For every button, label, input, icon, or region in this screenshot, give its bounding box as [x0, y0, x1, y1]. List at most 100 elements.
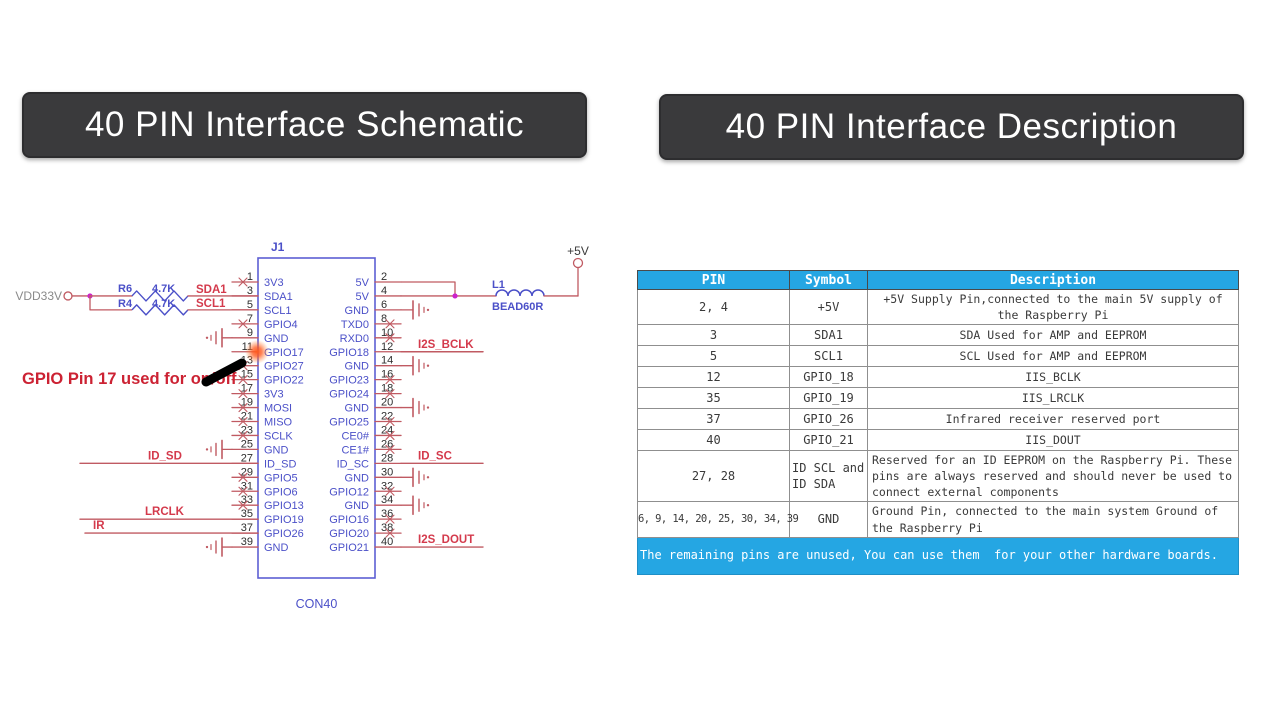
pin-number: 22: [381, 411, 393, 423]
pin-number: 38: [381, 522, 393, 534]
no-connect-icon: [385, 444, 395, 454]
cell-description: IIS_LRCLK: [867, 387, 1239, 410]
table-row: 6, 9, 14, 20, 25, 30, 34, 39 GND Ground Pi…: [637, 501, 1239, 538]
cell-description: Infrared receiver reserved port: [867, 408, 1239, 431]
pin-label: SCL1: [264, 305, 292, 317]
pin-number: 7: [247, 313, 253, 325]
pin-number: 10: [381, 327, 393, 339]
resistor-ref: R4: [118, 298, 133, 310]
cell-symbol: SDA1: [789, 324, 868, 347]
pin-label: 3V3: [264, 277, 284, 289]
pin-number: 21: [241, 411, 253, 423]
junction-dot: [452, 293, 458, 299]
cell-symbol: SCL1: [789, 345, 868, 368]
pin-number: 29: [241, 466, 253, 478]
description-title-badge: 40 PIN Interface Description: [659, 94, 1244, 160]
cell-symbol: GPIO_26: [789, 408, 868, 431]
no-connect-icon: [238, 486, 248, 496]
highlight-glow: [245, 339, 269, 364]
pin-label: GPIO5: [264, 472, 298, 484]
power-terminal: [63, 291, 73, 301]
pin-number: 32: [381, 480, 393, 492]
pin-number: 5: [247, 299, 253, 311]
pin-label: GPIO17: [264, 347, 304, 359]
pin-label: MISO: [264, 417, 293, 429]
pin-label: GND: [345, 361, 370, 373]
cell-description: SCL Used for AMP and EEPROM: [867, 345, 1239, 368]
pin-number: 16: [381, 369, 393, 381]
pin-number: 36: [381, 508, 393, 520]
pin-label: MOSI: [264, 403, 292, 415]
cell-symbol: +5V: [789, 288, 868, 326]
pin-label: GPIO23: [329, 375, 369, 387]
table-header-row: PIN Symbol Description: [637, 270, 1239, 290]
vdd-rail-label: VDD33V: [15, 289, 62, 303]
connector-part: CON40: [296, 597, 338, 611]
pin-label: CE0#: [341, 430, 369, 442]
ground-icon: [426, 504, 430, 507]
ground-icon: [205, 336, 209, 339]
cell-symbol: GPIO_18: [789, 366, 868, 389]
pin-number: 33: [241, 494, 253, 506]
ground-icon: [205, 545, 209, 549]
pin-number: 31: [241, 480, 253, 492]
pin-label: SDA1: [264, 291, 293, 303]
no-connect-icon: [238, 375, 248, 385]
inductor-ref: L1: [492, 279, 505, 291]
pin-label: ID_SC: [337, 458, 369, 470]
column-header: Description: [867, 270, 1239, 290]
ground-icon: [426, 476, 430, 479]
pin-label: GND: [345, 305, 370, 317]
schematic-title-badge: 40 PIN Interface Schematic: [22, 92, 587, 158]
resistor-value: 4.7K: [152, 283, 175, 295]
table-row: 40 GPIO_21 IIS_DOUT: [637, 429, 1239, 452]
no-connect-icon: [238, 389, 248, 399]
cell-pin: 37: [637, 408, 790, 431]
pin-label: GPIO21: [329, 542, 369, 554]
pin-label: SCLK: [264, 430, 293, 442]
net-label-id_sc: ID_SC: [418, 450, 452, 462]
connector-ref: J1: [271, 240, 285, 254]
pin-number: 24: [381, 424, 393, 436]
pin-label: GPIO22: [264, 375, 304, 387]
pin-label: GND: [264, 542, 289, 554]
pin-number: 6: [381, 299, 387, 311]
no-connect-icon: [238, 500, 248, 510]
pin-label: GND: [264, 333, 289, 345]
pin-label: 5V: [356, 277, 370, 289]
pin-label: GPIO13: [264, 500, 304, 512]
table-row: 37 GPIO_26 Infrared receiver reserved port: [637, 408, 1239, 431]
marker-arrow: [201, 358, 247, 387]
pin-number: 8: [381, 313, 387, 325]
pin-label: GPIO19: [264, 514, 304, 526]
no-connect-icon: [238, 430, 248, 440]
cell-pin: 12: [637, 366, 790, 389]
column-header: Symbol: [789, 270, 868, 290]
connector-box: [257, 257, 376, 579]
table-row: 5 SCL1 SCL Used for AMP and EEPROM: [637, 345, 1239, 368]
pin-number: 39: [241, 536, 253, 548]
resistor-value: 4.7K: [152, 298, 175, 310]
cell-pin: 27, 28: [637, 450, 790, 503]
wire: [89, 295, 132, 311]
pin-label: ID_SD: [264, 458, 296, 470]
cell-description: Ground Pin, connected to the main system…: [867, 501, 1239, 538]
cell-pin: 35: [637, 387, 790, 410]
no-connect-icon: [385, 430, 395, 440]
net-label-ir: IR: [93, 520, 105, 532]
description-title: 40 PIN Interface Description: [725, 107, 1178, 146]
pin-number: 3: [247, 285, 253, 297]
no-connect-icon: [385, 333, 395, 343]
ground-icon: [426, 308, 430, 312]
pin-label: GPIO20: [329, 528, 369, 540]
no-connect-icon: [385, 375, 395, 385]
no-connect-icon: [238, 472, 248, 482]
pin-number: 2: [381, 271, 387, 283]
pin-number: 37: [241, 522, 253, 534]
pin-label: RXD0: [340, 333, 369, 345]
pin-label: 3V3: [264, 389, 284, 401]
pin-label: GPIO26: [264, 528, 304, 540]
table-footer-row: The remaining pins are unused, You can u…: [637, 536, 1239, 575]
cell-symbol: GPIO_21: [789, 429, 868, 452]
